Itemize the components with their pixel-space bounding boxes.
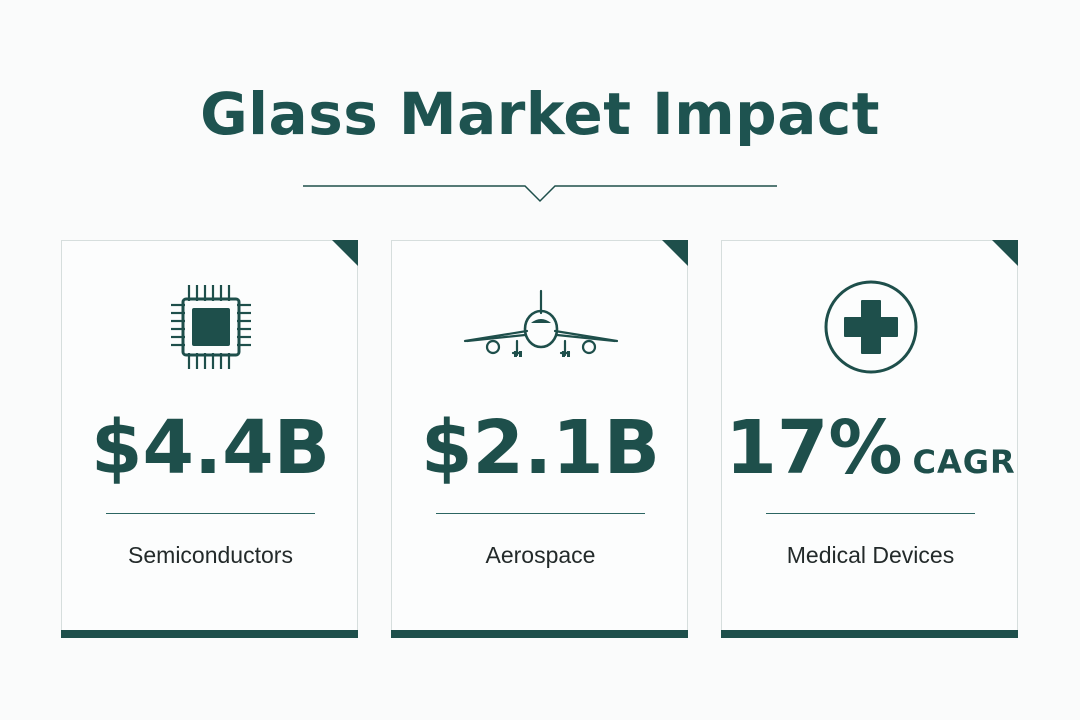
- stat-value: $4.4B: [62, 403, 359, 493]
- stat-label: Medical Devices: [786, 542, 955, 568]
- stat-label: Aerospace: [485, 542, 596, 568]
- card-divider: [766, 513, 975, 514]
- stat-suffix: CAGR: [912, 443, 1016, 481]
- card-divider: [436, 513, 645, 514]
- page-title: Glass Market Impact: [200, 80, 880, 148]
- card-bottom-bar: [61, 630, 358, 638]
- medical-cross-icon: [722, 279, 1019, 375]
- stat-value-text: $2.1B: [421, 405, 660, 491]
- chip-icon: [62, 277, 359, 377]
- stat-value-text: $4.4B: [91, 405, 330, 491]
- card-bottom-bar: [391, 630, 688, 638]
- stat-value: 17% CAGR: [722, 403, 1019, 507]
- card-bottom-bar: [721, 630, 1018, 638]
- corner-accent: [992, 240, 1018, 266]
- stat-label: Semiconductors: [128, 542, 293, 568]
- airplane-icon: [392, 285, 689, 365]
- corner-accent: [662, 240, 688, 266]
- stat-card-semiconductors: $4.4B Semiconductors: [61, 240, 358, 638]
- stat-card-medical-devices: 17% CAGR Medical Devices: [721, 240, 1018, 638]
- stat-value: $2.1B: [392, 403, 689, 493]
- stat-card-aerospace: $2.1B Aerospace: [391, 240, 688, 638]
- title-divider: [303, 185, 777, 203]
- corner-accent: [332, 240, 358, 266]
- stat-value-text: 17%: [725, 405, 903, 491]
- card-divider: [106, 513, 315, 514]
